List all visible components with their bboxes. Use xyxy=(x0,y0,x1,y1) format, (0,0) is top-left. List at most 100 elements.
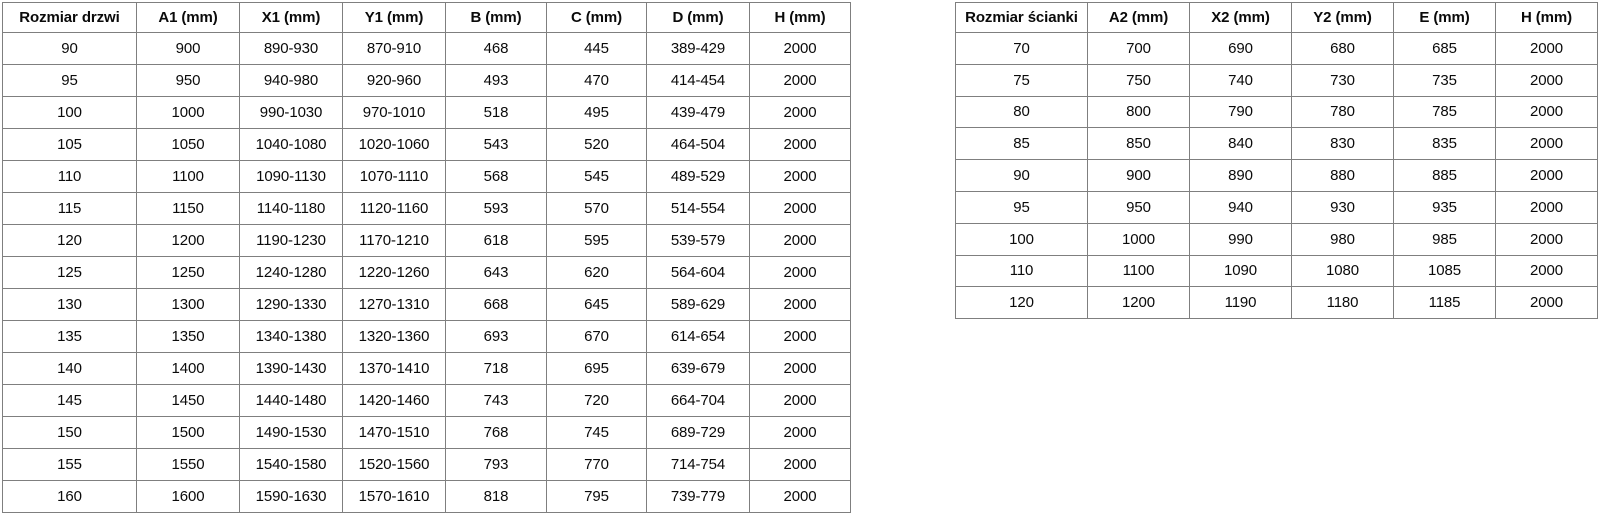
table-cell: 689-729 xyxy=(646,416,750,449)
table-row: 115 1150 1140-1180 1120-1160 593 570 514-554 20… xyxy=(2,192,851,225)
table-cell: 1500 xyxy=(136,416,240,449)
table-cell: 1120-1160 xyxy=(342,192,446,225)
table-cell: 135 xyxy=(2,320,137,353)
table-cell: 150 xyxy=(2,416,137,449)
table-cell: 790 xyxy=(1189,95,1292,129)
table-cell: 1100 xyxy=(136,160,240,193)
table-cell: 110 xyxy=(955,254,1088,288)
door-size-specification-table: Rozmiar drzwi A1 (mm) X1 (mm) Y1 (mm) B … xyxy=(2,2,851,513)
table-cell: 920-960 xyxy=(342,64,446,97)
table-row: 90 900 890 880 885 2000 xyxy=(955,159,1598,192)
table-cell: 564-604 xyxy=(646,256,750,289)
table-cell: 890 xyxy=(1189,159,1292,192)
table-cell: 1470-1510 xyxy=(342,416,446,449)
table-cell: 2000 xyxy=(749,416,851,449)
table-cell: 2000 xyxy=(749,32,851,65)
column-header-b: B (mm) xyxy=(445,2,547,33)
table-cell: 1050 xyxy=(136,128,240,161)
table-cell: 614-654 xyxy=(646,320,750,353)
table-cell: 2000 xyxy=(749,480,851,513)
table-row: 130 1300 1290-1330 1270-1310 668 645 589-629 20… xyxy=(2,288,851,321)
table-cell: 2000 xyxy=(749,160,851,193)
table-row: 95 950 940 930 935 2000 xyxy=(955,190,1598,224)
table-cell: 445 xyxy=(546,32,647,65)
table-cell: 639-679 xyxy=(646,352,750,385)
table-cell: 940-980 xyxy=(239,64,343,97)
table-cell: 1550 xyxy=(136,448,240,481)
table-cell: 970-1010 xyxy=(342,96,446,129)
table-cell: 670 xyxy=(546,320,647,353)
table-cell: 1070-1110 xyxy=(342,160,446,193)
table-cell: 80 xyxy=(955,95,1088,129)
table-cell: 468 xyxy=(445,32,547,65)
table-cell: 800 xyxy=(1087,95,1190,129)
table-cell: 1100 xyxy=(1087,254,1190,288)
wall-panel-size-specification-table: Rozmiar ścianki A2 (mm) X2 (mm) Y2 (mm) … xyxy=(955,2,1598,320)
table-cell: 2000 xyxy=(1495,159,1598,192)
table-row: 120 1200 1190-1230 1170-1210 618 595 539-579 20… xyxy=(2,224,851,257)
table-cell: 568 xyxy=(445,160,547,193)
table-cell: 1000 xyxy=(136,96,240,129)
table-cell: 668 xyxy=(445,288,547,321)
table-cell: 1180 xyxy=(1291,286,1394,320)
table-cell: 389-429 xyxy=(646,32,750,65)
table-cell: 785 xyxy=(1393,95,1496,129)
table-cell: 75 xyxy=(955,63,1088,97)
table-cell: 1085 xyxy=(1393,254,1496,288)
table-row: 110 1100 1090-1130 1070-1110 568 545 489-529 20… xyxy=(2,160,851,193)
table-cell: 750 xyxy=(1087,63,1190,97)
table-row: 160 1600 1590-1630 1570-1610 818 795 739-779 20… xyxy=(2,480,851,513)
column-header-rozmiar-drzwi: Rozmiar drzwi xyxy=(2,2,137,33)
table-cell: 100 xyxy=(2,96,137,129)
table-cell: 160 xyxy=(2,480,137,513)
table-cell: 643 xyxy=(445,256,547,289)
table-cell: 1400 xyxy=(136,352,240,385)
table-cell: 1390-1430 xyxy=(239,352,343,385)
table-cell: 985 xyxy=(1393,222,1496,256)
table-cell: 1200 xyxy=(1087,286,1190,320)
table-cell: 589-629 xyxy=(646,288,750,321)
table-cell: 739-779 xyxy=(646,480,750,513)
table-cell: 950 xyxy=(1087,190,1190,224)
table-cell: 1190-1230 xyxy=(239,224,343,257)
table-cell: 1270-1310 xyxy=(342,288,446,321)
table-cell: 100 xyxy=(955,222,1088,256)
table-row: 110 1100 1090 1080 1085 2000 xyxy=(955,254,1598,288)
table-cell: 493 xyxy=(445,64,547,97)
table-cell: 464-504 xyxy=(646,128,750,161)
table-cell: 1090 xyxy=(1189,254,1292,288)
table-cell: 900 xyxy=(1087,159,1190,192)
table-cell: 543 xyxy=(445,128,547,161)
table-cell: 1590-1630 xyxy=(239,480,343,513)
table-cell: 850 xyxy=(1087,127,1190,161)
table-cell: 830 xyxy=(1291,127,1394,161)
table-cell: 145 xyxy=(2,384,137,417)
table-cell: 1040-1080 xyxy=(239,128,343,161)
table-cell: 2000 xyxy=(749,320,851,353)
table-cell: 1080 xyxy=(1291,254,1394,288)
table-cell: 618 xyxy=(445,224,547,257)
table-header-row: Rozmiar ścianki A2 (mm) X2 (mm) Y2 (mm) … xyxy=(955,2,1598,33)
table-row: 125 1250 1240-1280 1220-1260 643 620 564-604 20… xyxy=(2,256,851,289)
walls-table-header: Rozmiar ścianki A2 (mm) X2 (mm) Y2 (mm) … xyxy=(955,2,1598,33)
table-row: 140 1400 1390-1430 1370-1410 718 695 639-679 20… xyxy=(2,352,851,385)
table-cell: 1450 xyxy=(136,384,240,417)
table-cell: 740 xyxy=(1189,63,1292,97)
table-cell: 95 xyxy=(2,64,137,97)
table-cell: 930 xyxy=(1291,190,1394,224)
table-cell: 2000 xyxy=(1495,32,1598,65)
table-row: 150 1500 1490-1530 1470-1510 768 745 689-729 20… xyxy=(2,416,851,449)
table-cell: 545 xyxy=(546,160,647,193)
table-cell: 768 xyxy=(445,416,547,449)
table-cell: 793 xyxy=(445,448,547,481)
table-cell: 2000 xyxy=(1495,127,1598,161)
column-header-e: E (mm) xyxy=(1393,2,1496,33)
table-cell: 120 xyxy=(2,224,137,257)
table-cell: 85 xyxy=(955,127,1088,161)
table-cell: 835 xyxy=(1393,127,1496,161)
table-row: 80 800 790 780 785 2000 xyxy=(955,95,1598,129)
table-row: 145 1450 1440-1480 1420-1460 743 720 664-704 20… xyxy=(2,384,851,417)
table-cell: 935 xyxy=(1393,190,1496,224)
table-row: 70 700 690 680 685 2000 xyxy=(955,32,1598,65)
